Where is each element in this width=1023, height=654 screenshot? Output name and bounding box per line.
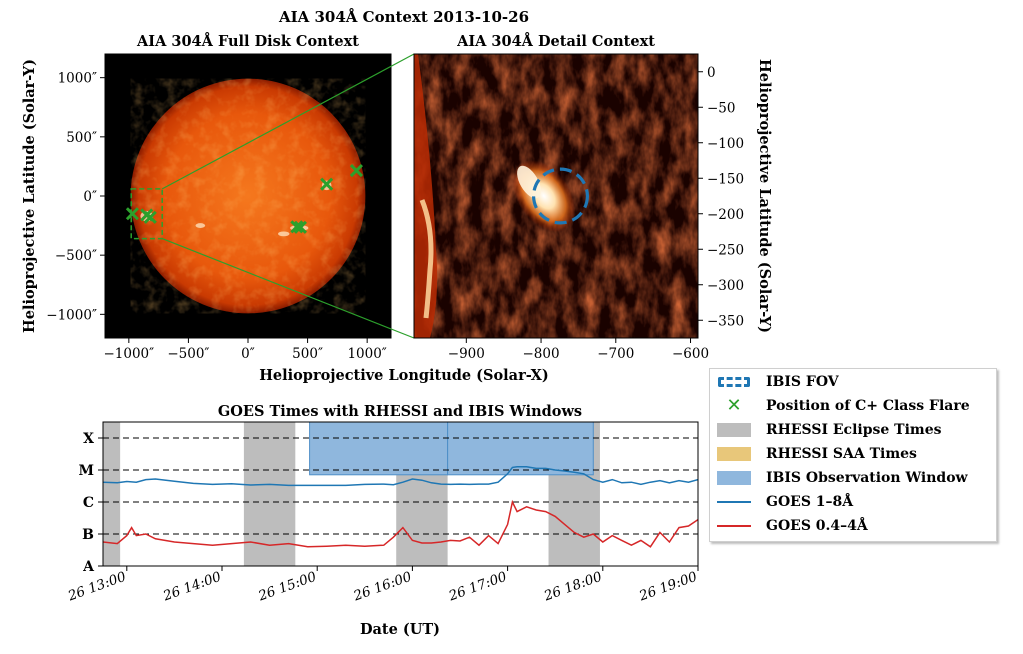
flare-position-marker (349, 163, 364, 178)
y-tick-label: −500″ (55, 248, 97, 264)
legend-item-goes-short: GOES 0.4–4Å (716, 515, 868, 537)
goes-title: GOES Times with RHESSI and IBIS Windows (218, 403, 582, 420)
x-tick-label: −700 (597, 346, 634, 362)
y-tick-label: −50 (707, 100, 736, 116)
goes-panel: GOES Times with RHESSI and IBIS Windows … (65, 403, 700, 638)
goes-x-ticks: 26 13:00 26 14:00 26 15:00 26 16:00 26 17:00… (65, 566, 700, 605)
limb-brightening (419, 199, 434, 319)
legend-label: IBIS FOV (766, 374, 839, 390)
x-tick-label: 0″ (241, 346, 255, 362)
x-tick-label: −900 (448, 346, 485, 362)
full-disk-panel: AIA 304Å Full Disk Context −1000″ −500″ 0″… (21, 32, 392, 362)
ibis-observation-windows (309, 422, 594, 476)
flare-position-marker (143, 210, 157, 224)
legend-item-ibis-window: IBIS Observation Window (716, 467, 968, 489)
active-region-blob (277, 231, 290, 237)
detail-x-ticks: −900 −800 −700 −600 (448, 338, 709, 362)
y-tick-label: −300 (707, 278, 744, 294)
y-tick-label: C (83, 495, 94, 511)
y-tick-label: −100 (707, 136, 744, 152)
y-tick-label: A (82, 559, 95, 575)
x-tick-label: −800 (523, 346, 560, 362)
active-region-blob (195, 223, 206, 228)
ibis-window (447, 422, 594, 476)
y-tick-label: 0″ (83, 189, 97, 205)
x-tick-label: −1000″ (103, 346, 154, 362)
y-tick-label: X (83, 431, 94, 447)
detail-panel: AIA 304Å Detail Context −900 −800 −700 −600… (413, 32, 773, 362)
shared-xlabel: Helioprojective Longitude (Solar-X) (259, 367, 549, 384)
y-tick-label: −1000″ (46, 307, 97, 323)
legend: IBIS FOV ✕ Position of C+ Class Flare RH… (709, 368, 997, 542)
blue-patch-icon (716, 470, 752, 486)
x-tick-label: −500″ (167, 346, 209, 362)
figure-suptitle: AIA 304Å Context 2013-10-26 (278, 8, 529, 26)
goes-class-gridlines (103, 437, 698, 566)
x-tick-label: 26 16:00 (351, 569, 415, 605)
y-tick-label: 500″ (66, 130, 97, 146)
y-tick-label: 1000″ (58, 71, 97, 87)
goes-xlabel: Date (UT) (360, 621, 440, 638)
gray-patch-icon (716, 422, 752, 438)
legend-item-eclipse: RHESSI Eclipse Times (716, 419, 942, 441)
eclipse-window (103, 422, 121, 566)
red-line-icon (716, 518, 752, 534)
x-tick-label: −600 (672, 346, 709, 362)
goes-frame (102, 421, 699, 567)
detail-y-ticks: 0 −50 −100 −150 −200 −250 −300 −350 (698, 65, 744, 329)
legend-label: IBIS Observation Window (766, 470, 968, 486)
flare-position-marker (290, 220, 304, 234)
legend-item-ibis-fov: IBIS FOV (716, 371, 839, 393)
full-disk-x-ticks: −1000″ −500″ 0″ 500″ 1000″ (103, 338, 387, 362)
blue-line-icon (716, 494, 752, 510)
detail-ylabel: Helioprojective Latitude (Solar-Y) (756, 59, 773, 333)
legend-item-saa: RHESSI SAA Times (716, 443, 917, 465)
legend-label: GOES 1–8Å (766, 494, 854, 510)
y-tick-label: −150 (707, 171, 744, 187)
full-disk-y-ticks: 1000″ 500″ 0″ −500″ −1000″ (46, 71, 105, 323)
legend-label: GOES 0.4–4Å (766, 518, 868, 534)
flare-position-marker (125, 207, 139, 221)
detail-title: AIA 304Å Detail Context (456, 32, 655, 50)
ibis-fov-circle (531, 167, 589, 225)
detail-frame (413, 53, 699, 339)
zoom-connector-bottom (161, 238, 415, 339)
legend-label: Position of C+ Class Flare (766, 398, 970, 414)
x-tick-label: 26 13:00 (65, 569, 129, 605)
zoom-connector-top (161, 53, 415, 190)
full-disk-ylabel: Helioprojective Latitude (Solar-Y) (21, 59, 38, 333)
y-tick-label: B (82, 527, 94, 543)
goes-1-8-line (103, 466, 698, 487)
legend-item-flare-position: ✕ Position of C+ Class Flare (716, 395, 970, 417)
gold-patch-icon (716, 446, 752, 462)
x-marker-icon: ✕ (726, 395, 742, 416)
y-tick-label: −350 (707, 313, 744, 329)
dashed-box-icon (716, 374, 752, 390)
y-tick-label: M (79, 463, 95, 479)
y-tick-label: −200 (707, 207, 744, 223)
full-disk-title: AIA 304Å Full Disk Context (136, 32, 359, 50)
sun-disk-texture (130, 78, 366, 314)
flare-position-marker (320, 177, 334, 191)
x-tick-label: 26 19:00 (636, 569, 700, 605)
y-tick-label: 0 (707, 65, 716, 81)
goes-0.4-4-line (103, 499, 698, 548)
x-tick-label: 1000″ (347, 346, 386, 362)
flare-markers (125, 163, 364, 234)
legend-label: RHESSI Eclipse Times (766, 422, 942, 438)
y-tick-label: −250 (707, 242, 744, 258)
legend-item-goes-long: GOES 1–8Å (716, 491, 853, 513)
x-tick-label: 26 14:00 (160, 569, 224, 605)
flare-position-marker (293, 220, 307, 234)
x-tick-label: 26 15:00 (255, 569, 319, 605)
x-tick-label: 26 18:00 (541, 569, 605, 605)
x-tick-label: 500″ (292, 346, 323, 362)
ibis-window (309, 422, 449, 476)
x-tick-label: 26 17:00 (446, 569, 510, 605)
legend-label: RHESSI SAA Times (766, 446, 917, 462)
